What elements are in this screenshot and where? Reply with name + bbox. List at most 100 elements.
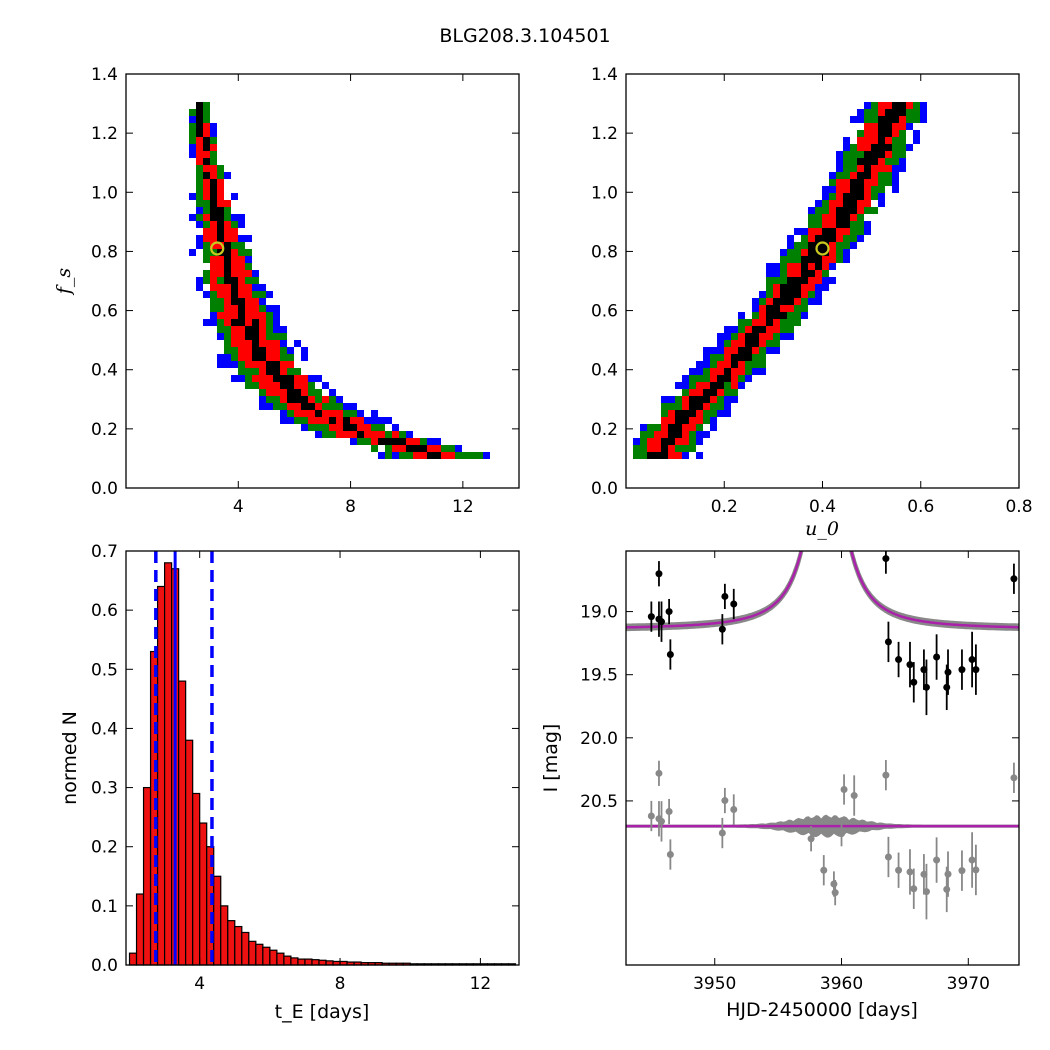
confidence-cell: [675, 382, 682, 389]
confidence-cell: [448, 445, 455, 452]
confidence-cell: [399, 445, 406, 452]
confidence-cell: [836, 228, 843, 235]
confidence-cell: [850, 235, 857, 242]
confidence-cell: [294, 368, 301, 375]
confidence-cell: [766, 298, 773, 305]
confidence-cell: [864, 200, 871, 207]
confidence-cell: [196, 200, 203, 207]
confidence-cell: [829, 235, 836, 242]
confidence-cell: [661, 403, 668, 410]
confidence-cell: [196, 221, 203, 228]
confidence-cell: [350, 424, 357, 431]
confidence-cell: [210, 298, 217, 305]
confidence-cell: [196, 137, 203, 144]
confidence-cell: [217, 242, 224, 249]
confidence-cell: [850, 242, 857, 249]
confidence-cell: [343, 410, 350, 417]
confidence-cell: [829, 256, 836, 263]
confidence-cell: [808, 207, 815, 214]
y-tick-label: 0.8: [591, 242, 618, 262]
confidence-cell: [878, 109, 885, 116]
confidence-cell: [885, 144, 892, 151]
confidence-cell: [871, 186, 878, 193]
confidence-cell: [703, 431, 710, 438]
confidence-cell: [710, 361, 717, 368]
confidence-cell: [266, 312, 273, 319]
confidence-cell: [266, 361, 273, 368]
confidence-cell: [224, 214, 231, 221]
confidence-cell: [196, 277, 203, 284]
confidence-cell: [217, 270, 224, 277]
confidence-cell: [329, 410, 336, 417]
confidence-cell: [892, 123, 899, 130]
confidence-cell: [280, 410, 287, 417]
confidence-cell: [829, 221, 836, 228]
residual-point: [968, 856, 976, 864]
confidence-cell: [266, 340, 273, 347]
axes-frame: [125, 550, 520, 966]
x-axis-label: u_0: [805, 518, 839, 540]
confidence-cell: [766, 312, 773, 319]
confidence-cell: [378, 417, 385, 424]
confidence-cell: [203, 228, 210, 235]
confidence-cell: [280, 396, 287, 403]
confidence-cell: [633, 438, 640, 445]
confidence-cell: [329, 424, 336, 431]
confidence-cell: [843, 137, 850, 144]
confidence-cell: [836, 235, 843, 242]
confidence-cell: [273, 361, 280, 368]
confidence-cell: [829, 263, 836, 270]
confidence-cell: [857, 221, 864, 228]
confidence-cell: [766, 270, 773, 277]
confidence-cell: [864, 123, 871, 130]
confidence-cell: [224, 326, 231, 333]
confidence-cell: [245, 333, 252, 340]
confidence-cell: [231, 375, 238, 382]
confidence-cell: [906, 116, 913, 123]
confidence-cell: [231, 193, 238, 200]
confidence-cell: [787, 263, 794, 270]
confidence-cell: [259, 403, 266, 410]
confidence-cell: [259, 340, 266, 347]
confidence-cell: [196, 116, 203, 123]
data-point: [884, 638, 892, 646]
y-tick-label: 19.5: [580, 666, 618, 686]
x-tick-label: 12: [452, 497, 474, 517]
confidence-cell: [343, 417, 350, 424]
confidence-cell: [745, 361, 752, 368]
confidence-cell: [850, 158, 857, 165]
confidence-cell: [371, 431, 378, 438]
confidence-cell: [385, 438, 392, 445]
confidence-cell: [196, 284, 203, 291]
confidence-cell: [287, 410, 294, 417]
confidence-cell: [259, 368, 266, 375]
x-tick-label: 0.8: [1005, 497, 1032, 517]
confidence-cell: [217, 221, 224, 228]
confidence-cell: [899, 144, 906, 151]
confidence-cell: [238, 270, 245, 277]
confidence-cell: [203, 319, 210, 326]
y-tick-label: 1.0: [91, 183, 118, 203]
confidence-cell: [224, 361, 231, 368]
confidence-cell: [675, 445, 682, 452]
confidence-cell: [196, 102, 203, 109]
confidence-cell: [196, 172, 203, 179]
confidence-cell: [252, 277, 259, 284]
confidence-cell: [224, 354, 231, 361]
confidence-cell: [731, 347, 738, 354]
confidence-cell: [794, 256, 801, 263]
confidence-cell: [780, 270, 787, 277]
confidence-cell: [808, 277, 815, 284]
confidence-cell: [724, 347, 731, 354]
confidence-cell: [196, 193, 203, 200]
confidence-cell: [392, 431, 399, 438]
data-point: [718, 625, 726, 633]
confidence-cell: [336, 410, 343, 417]
confidence-cell: [238, 291, 245, 298]
confidence-cell: [203, 221, 210, 228]
confidence-cell: [259, 291, 266, 298]
confidence-cell: [203, 193, 210, 200]
confidence-cell: [287, 403, 294, 410]
confidence-cell: [745, 347, 752, 354]
panel-te-histogram: 4 8 120.00.10.20.30.40.50.60.7 t_E [days] …: [59, 542, 520, 1023]
